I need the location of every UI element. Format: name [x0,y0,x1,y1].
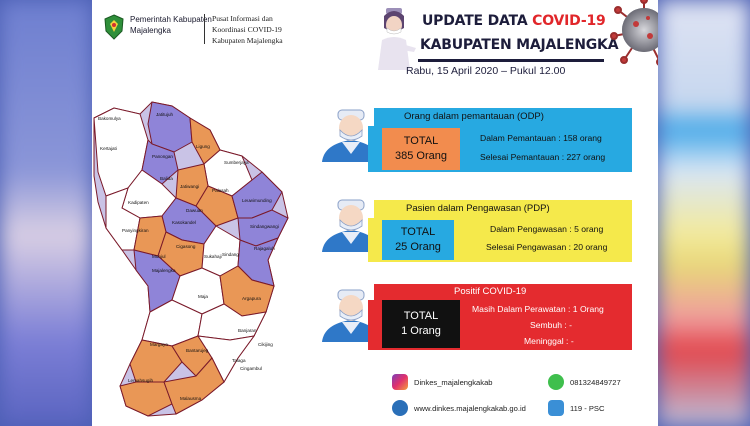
infographic-card: Pemerintah Kabupaten Majalengka Pusat In… [92,0,658,426]
health-worker-icon [322,289,380,342]
map-label: Panongan [152,154,173,159]
map-label: Bakomulya [98,116,121,121]
map-label: Cingambul [240,366,262,371]
region-malausma [163,357,225,415]
map-label: Cikijing [258,342,273,347]
health-worker-icon [322,109,380,162]
map-label: Majalengka [152,268,176,273]
positif-total-box [382,300,460,348]
info-line-2: Koordinasi COVID-19 [212,25,282,34]
pdp-total-value: 25 Orang [395,241,441,253]
coronavirus-icon [610,0,658,66]
pdp-total-label: TOTAL [400,226,436,238]
odp-in-monitoring: Dalam Pemantauan : 158 orang [480,133,602,143]
pdp-header-bar [374,200,632,218]
whatsapp-number[interactable]: 081324849727 [570,378,621,387]
instagram-icon [392,374,408,390]
map-label: Ligung [196,144,210,149]
header-divider [204,14,205,44]
pdp-total-box [382,220,454,260]
map-label: Maja [198,294,208,299]
date-time: Rabu, 15 April 2020 – Pukul 12.00 [406,65,566,77]
pdp-under-supervision: Dalam Pengawasan : 5 orang [490,224,604,234]
gov-line-2: Majalengka [130,26,171,35]
globe-icon [392,400,408,416]
odp-header-bar [374,108,632,126]
info-line-1: Pusat Informasi dan [212,14,273,23]
map-label: Sindangwangi [250,224,279,229]
map-label: Bantarujeg [186,348,209,353]
blurred-background-left [0,0,92,426]
map-label: Kertajati [100,146,117,151]
odp-header: Orang dalam pemantauan (ODP) [404,111,544,122]
map-label: Jatiwangi [180,184,199,189]
positif-total-value: 1 Orang [401,325,441,337]
positif-in-treatment: Masih Dalam Perawatan : 1 Orang [472,304,604,314]
positif-total: TOTAL 1 Orang [382,309,460,339]
map-label: Sumberjaya [224,160,249,165]
map-label: Panyingkiran [122,228,149,233]
majalengka-emblem-icon [104,14,124,40]
region-jatitujuh [147,101,193,153]
map-label: Sukahaji [204,254,222,259]
gov-line-1: Pemerintah Kabupaten [130,15,212,24]
website-link[interactable]: www.dinkes.majalengkakab.go.id [414,404,526,413]
map-label: Leuwimunding [242,198,272,203]
positif-header: Positif COVID-19 [454,286,527,297]
pdp-finished-supervision: Selesai Pengawasan : 20 orang [486,242,608,252]
positif-deceased: Meninggal : - [524,336,574,346]
government-label: Pemerintah Kabupaten Majalengka [130,14,212,36]
odp-total-box [382,128,460,170]
map-label: Munjul [152,254,166,259]
map-label: Talaga [232,358,246,363]
map-label: Kadipaten [128,200,149,205]
title-underline [418,59,604,62]
map-label: Cigasong [176,244,196,249]
map-label: Argapura [242,296,261,301]
map-label: Sindang [222,252,239,257]
map-label: Margaya [150,342,168,347]
positif-recovered: Sembuh : - [530,320,573,330]
covid-title-text: COVID-19 [532,13,606,29]
map-label: Palasah [212,188,229,193]
regency-title: KABUPATEN MAJALENGKA [420,37,619,53]
pdp-total: TOTAL 25 Orang [382,225,454,255]
health-worker-icon [322,199,380,252]
odp-total-label: TOTAL [403,135,439,147]
map-label: Dawuan [186,208,203,213]
info-line-3: Kabupaten Majalengka [212,36,283,45]
map-label: Kasokandel [172,220,196,225]
map-label: Jatitujuh [156,112,174,117]
map-label: Rajagaluh [254,246,275,251]
odp-total: TOTAL 385 Orang [382,134,460,164]
map-label: Malausma [180,396,202,401]
positif-header-bar [374,284,632,300]
instagram-handle[interactable]: Dinkes_majalengkakab [414,378,493,387]
map-label: Banjaran [238,328,257,333]
positif-total-label: TOTAL [403,310,439,322]
info-center-label: Pusat Informasi dan Koordinasi COVID-19 … [212,13,283,46]
phone-icon [548,400,564,416]
map-label: Lemahsugih [128,378,153,383]
odp-finished-monitoring: Selesai Pemantauan : 227 orang [480,152,606,162]
district-map: Bakomulya Jatitujuh Kertajati Panongan L… [93,101,289,417]
whatsapp-icon [548,374,564,390]
nurse-illustration-icon [378,8,416,70]
update-title-text: UPDATE DATA [422,13,533,29]
blurred-background-right [658,0,750,426]
pdp-header: Pasien dalam Pengawasan (PDP) [406,203,550,214]
map-label: Balida [160,176,173,181]
psc-number[interactable]: 119 - PSC [570,404,605,413]
odp-total-value: 385 Orang [395,150,447,162]
update-title: UPDATE DATA COVID-19 [422,13,606,29]
